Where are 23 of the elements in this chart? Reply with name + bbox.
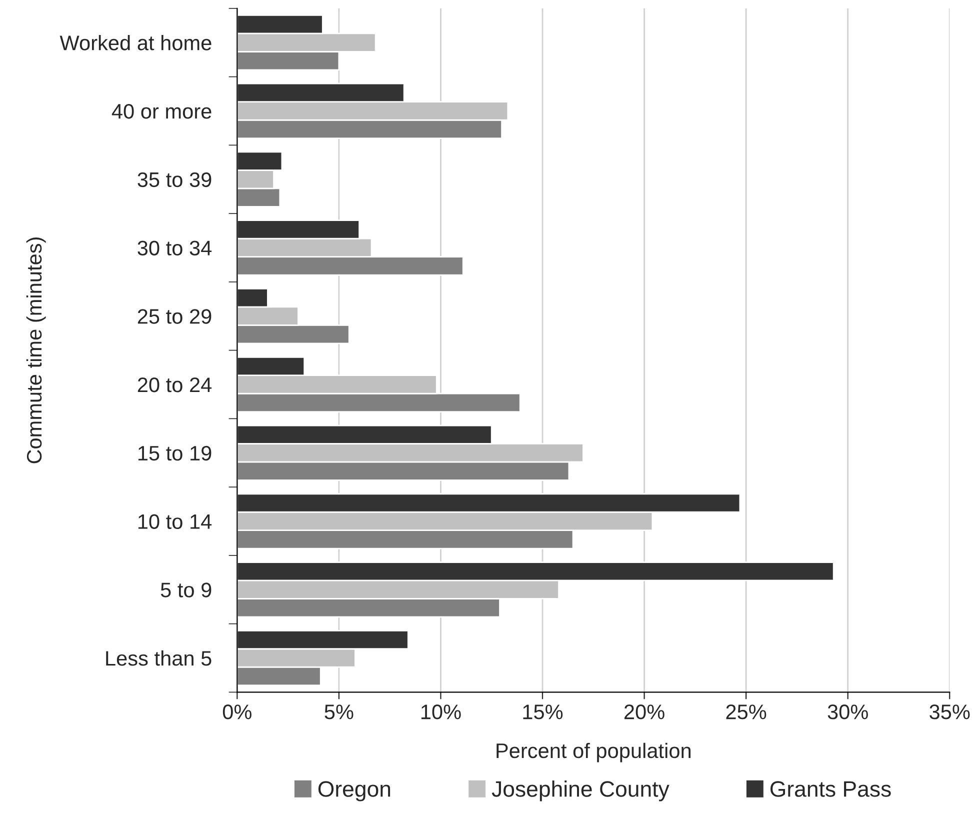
y-tick-label: 15 to 19 — [138, 446, 212, 461]
y-tick-label: Worked at home — [60, 35, 212, 50]
y-tick-label: 20 to 24 — [138, 377, 212, 392]
y-tick-label: 40 or more — [112, 104, 212, 119]
y-tick-label: 10 to 14 — [138, 514, 212, 529]
y-tick-label: 30 to 34 — [138, 240, 212, 256]
y-tick-label: 35 to 39 — [138, 172, 212, 188]
legend-label: Grants Pass — [770, 781, 891, 797]
x-tick-label: 0% — [222, 704, 252, 720]
x-tick-label: 30% — [828, 704, 868, 720]
x-tick-label: 35% — [930, 704, 970, 720]
y-axis-title: Commute time (minutes) — [26, 238, 46, 464]
legend-label: Josephine County — [492, 780, 670, 802]
x-tick-label: 20% — [624, 704, 664, 720]
x-tick-label: 5% — [324, 704, 354, 720]
x-tick-label: 10% — [421, 704, 461, 720]
y-tick-label: 5 to 9 — [160, 582, 212, 598]
y-tick-label: 25 to 29 — [138, 309, 212, 324]
x-tick-label: 15% — [523, 704, 563, 720]
x-axis-title: Percent of population — [496, 742, 690, 762]
x-tick-label: 25% — [726, 704, 766, 720]
legend-label: Oregon — [318, 781, 390, 802]
y-tick-label: Less than 5 — [106, 650, 212, 666]
